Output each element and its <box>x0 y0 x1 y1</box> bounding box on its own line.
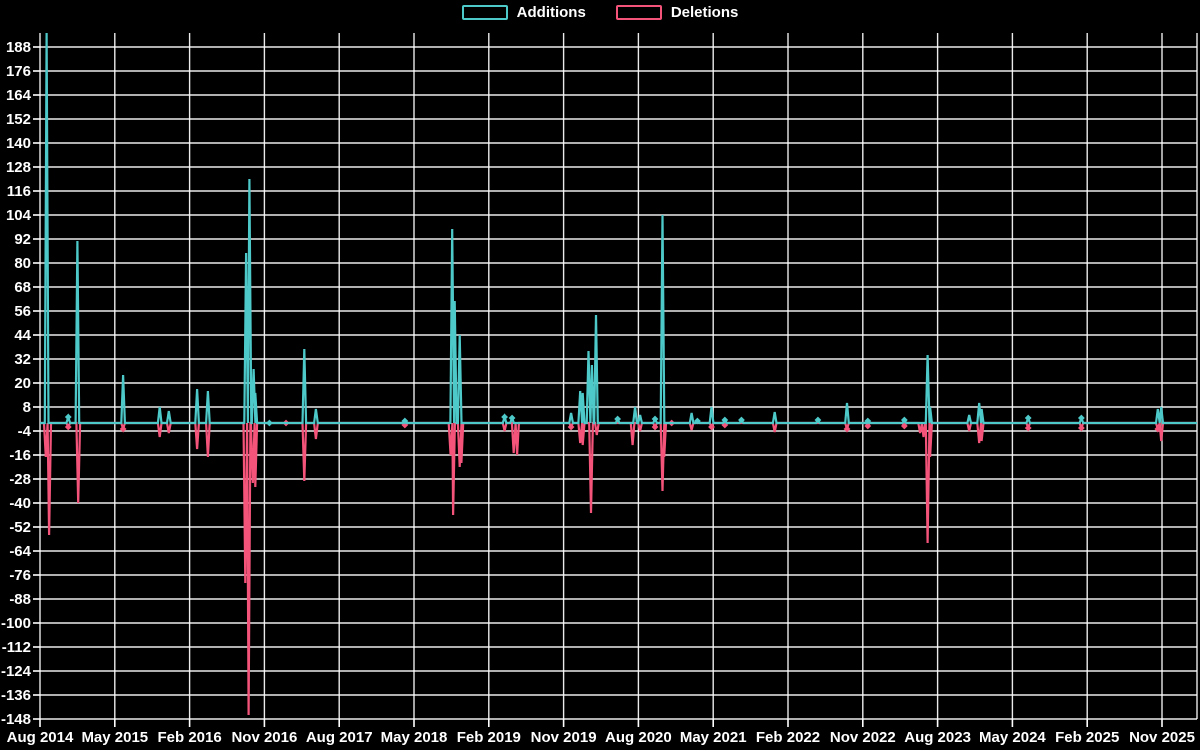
x-tick-label: May 2024 <box>979 729 1046 746</box>
point-marker-additions <box>401 417 409 425</box>
point-marker-deletions <box>843 425 851 433</box>
y-tick-label: -112 <box>2 639 31 656</box>
point-marker-additions <box>694 417 701 425</box>
point-marker-additions <box>864 417 872 425</box>
chart-legend: Additions Deletions <box>0 5 1200 20</box>
y-tick-label: 140 <box>6 135 31 152</box>
x-tick-label: Feb 2022 <box>756 729 820 746</box>
x-tick-label: Aug 2017 <box>306 729 373 746</box>
point-marker-additions <box>1077 414 1085 422</box>
x-tick-label: May 2015 <box>81 729 148 746</box>
y-tick-label: -52 <box>9 519 31 536</box>
y-tick-label: 176 <box>6 63 31 80</box>
x-tick-label: Nov 2016 <box>231 729 297 746</box>
y-tick-label: 152 <box>6 111 31 128</box>
point-marker-deletions <box>864 422 872 430</box>
y-tick-label: 92 <box>14 231 31 248</box>
point-marker-deletions <box>1024 424 1032 432</box>
point-marker-additions <box>501 413 508 421</box>
x-tick-label: Nov 2025 <box>1129 729 1195 746</box>
y-tick-label: -88 <box>9 591 31 608</box>
y-tick-label: -64 <box>9 543 31 560</box>
y-tick-label: 68 <box>14 279 31 296</box>
y-tick-label: 104 <box>6 207 32 224</box>
legend-item-deletions[interactable]: Deletions <box>615 4 739 21</box>
legend-label-additions: Additions <box>516 4 586 21</box>
legend-item-additions[interactable]: Additions <box>461 4 586 21</box>
point-marker-deletions <box>119 425 127 433</box>
x-tick-label: May 2018 <box>381 729 448 746</box>
point-marker-additions <box>900 416 908 424</box>
point-marker-additions <box>814 416 822 424</box>
x-tick-label: Feb 2025 <box>1055 729 1119 746</box>
point-marker-deletions <box>900 422 908 430</box>
point-marker-deletions <box>1154 425 1162 433</box>
point-marker-additions <box>508 414 516 422</box>
point-marker-deletions <box>1077 424 1085 432</box>
y-tick-label: -16 <box>9 447 31 464</box>
y-tick-label: 80 <box>14 255 31 272</box>
y-tick-label: 164 <box>6 87 32 104</box>
point-marker-additions <box>64 413 72 421</box>
y-tick-label: 8 <box>23 399 31 416</box>
point-marker-deletions <box>567 423 575 431</box>
y-tick-label: 20 <box>14 375 31 392</box>
point-marker-additions <box>265 419 273 427</box>
legend-label-deletions: Deletions <box>670 4 739 21</box>
x-tick-label: Aug 2023 <box>904 729 971 746</box>
x-tick-label: May 2021 <box>680 729 747 746</box>
y-tick-label: -100 <box>1 615 31 632</box>
y-tick-label: 56 <box>14 303 31 320</box>
point-marker-deletions <box>651 423 659 431</box>
x-tick-label: Nov 2019 <box>531 729 597 746</box>
deletions-swatch-icon <box>615 5 662 20</box>
x-tick-label: Aug 2014 <box>7 729 74 746</box>
y-tick-label: 44 <box>14 327 31 344</box>
y-tick-label: -40 <box>9 495 31 512</box>
y-tick-label: 32 <box>14 351 31 368</box>
x-tick-label: Feb 2016 <box>157 729 221 746</box>
y-tick-label: -76 <box>9 567 31 584</box>
point-marker-deletions <box>64 423 72 431</box>
point-marker-additions <box>651 415 659 423</box>
x-tick-label: Nov 2022 <box>830 729 896 746</box>
series-line-additions <box>40 32 1197 425</box>
point-marker-additions <box>614 415 622 423</box>
y-tick-label: 188 <box>6 39 31 56</box>
y-tick-label: -148 <box>1 711 31 728</box>
point-marker-additions <box>1024 414 1032 422</box>
y-tick-label: 128 <box>6 159 31 176</box>
point-marker-additions <box>721 416 729 424</box>
point-marker-deletions <box>708 423 715 431</box>
y-tick-label: -124 <box>1 663 32 680</box>
x-tick-label: Aug 2020 <box>605 729 672 746</box>
x-tick-label: Feb 2019 <box>457 729 521 746</box>
y-tick-label: -4 <box>18 423 32 440</box>
y-tick-label: 116 <box>7 183 31 200</box>
y-tick-label: -136 <box>1 687 31 704</box>
additions-swatch-icon <box>461 5 508 20</box>
point-marker-additions <box>738 416 745 424</box>
y-tick-label: -28 <box>9 471 31 488</box>
